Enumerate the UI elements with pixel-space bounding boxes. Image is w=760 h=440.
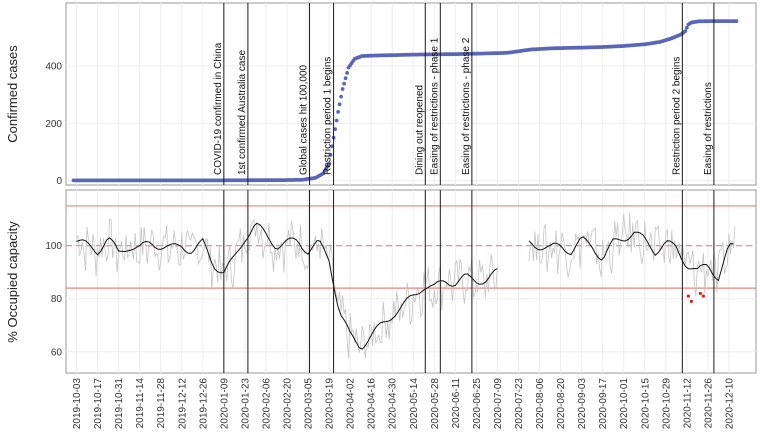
raw-occupancy-line — [76, 217, 498, 359]
x-tick-label: 2020-02-20 — [283, 378, 294, 430]
x-tick-label: 2020-06-11 — [451, 378, 462, 429]
x-tick-label: 2020-05-28 — [430, 378, 441, 430]
top-y-axis-label: Confirmed cases — [5, 45, 20, 143]
bottom-panel-gridlines — [66, 190, 756, 373]
case-point — [339, 94, 343, 99]
x-tick-label: 2020-01-23 — [240, 378, 251, 430]
top-panel-frame — [65, 2, 757, 186]
x-tick-label: 2020-10-15 — [640, 378, 651, 430]
x-tick-label: 2020-05-14 — [409, 378, 420, 430]
x-tick-labels: 2019-10-03 2019-10-17 2019-10-31 2019-11-14… — [72, 378, 735, 430]
x-tick-label: 2020-06-25 — [472, 378, 483, 430]
event-label: COVID-19 confirmed in China — [213, 42, 224, 175]
smoothed-occupancy-layer — [76, 222, 734, 350]
case-point — [345, 71, 349, 75]
x-tick-label: 2020-04-02 — [346, 378, 357, 430]
x-tick-label: 2020-09-03 — [577, 378, 588, 430]
case-point — [337, 102, 342, 107]
raw-occupancy-layer — [76, 213, 736, 359]
case-point — [342, 81, 346, 86]
x-tick-label: 2019-10-17 — [93, 378, 104, 430]
outlier-point — [698, 291, 702, 296]
x-tick-label: 2019-10-03 — [72, 378, 83, 430]
x-tick-label: 2020-08-06 — [535, 378, 546, 430]
case-point — [684, 25, 689, 30]
top-y-tick-label: 200 — [45, 119, 62, 130]
x-tick-label: 2020-07-09 — [493, 378, 504, 430]
x-tick-label: 2019-10-31 — [114, 378, 125, 430]
event-label: Easing of restrictions - phase 2 — [461, 37, 472, 175]
x-tick-label: 2020-12-10 — [724, 378, 735, 430]
smoothed-occupancy-line — [528, 231, 734, 282]
top-y-tick-labels: 0 200 400 — [45, 62, 62, 188]
raw-occupancy-line — [528, 213, 736, 297]
top-y-tick-label: 0 — [56, 176, 62, 187]
x-tick-label: 2020-08-20 — [556, 378, 567, 430]
top-panel-gridlines — [66, 3, 756, 185]
case-point — [336, 110, 340, 114]
case-point — [340, 87, 345, 91]
outlier-point — [686, 294, 690, 298]
outlier-point — [689, 299, 693, 303]
case-point — [327, 161, 331, 166]
bottom-y-tick-labels: 60 80 100 — [45, 241, 62, 358]
event-label: Easing of restrictions - phase 1 — [429, 37, 440, 175]
x-tick-label: 2020-11-12 — [682, 378, 693, 429]
x-tick-label: 2019-11-14 — [135, 378, 146, 429]
x-tick-label: 2020-03-19 — [325, 378, 336, 430]
bottom-y-tick-label: 100 — [45, 241, 62, 252]
case-point — [343, 76, 348, 81]
x-tick-label: 2019-11-28 — [156, 378, 167, 429]
x-tick-label: 2020-04-16 — [367, 378, 378, 430]
x-tick-label: 2020-09-17 — [598, 378, 609, 430]
case-point — [328, 153, 333, 157]
outlier-points-layer — [686, 291, 705, 303]
x-tick-label: 2019-12-12 — [177, 378, 188, 430]
case-point — [334, 118, 339, 123]
event-label: Dining out reopened — [414, 85, 425, 175]
event-label: 1st confirmed Australia case — [237, 50, 248, 175]
top-y-tick-label: 400 — [45, 62, 62, 73]
bottom-y-axis-label: % Occupied capacity — [5, 221, 20, 343]
event-label: Restriction period 1 begins — [323, 57, 334, 175]
x-tick-label: 2020-10-01 — [619, 378, 630, 430]
case-point — [683, 29, 688, 33]
x-tick-label: 2020-11-26 — [703, 378, 714, 429]
x-tick-label: 2020-01-09 — [219, 378, 230, 430]
smoothed-occupancy-line — [76, 222, 498, 350]
outlier-point — [701, 294, 705, 298]
x-tick-label: 2020-10-29 — [661, 378, 672, 430]
event-label: Easing of restrictions — [703, 82, 714, 175]
x-tick-label: 2020-02-06 — [261, 378, 272, 430]
x-tick-label: 2020-03-05 — [304, 378, 315, 430]
confirmed-cases-points-layer — [71, 19, 739, 183]
event-label: Global cases hit 100,000 — [299, 64, 310, 175]
event-lines-layer — [223, 3, 715, 373]
case-point — [333, 127, 337, 131]
bottom-panel-frame — [65, 189, 757, 374]
event-labels-layer: COVID-19 confirmed in China 1st confirmed… — [213, 37, 714, 175]
bottom-y-tick-label: 80 — [51, 294, 63, 305]
x-tick-label: 2019-12-26 — [198, 378, 209, 430]
case-point — [734, 19, 739, 23]
case-point — [330, 144, 334, 149]
x-tick-label: 2020-04-30 — [388, 378, 399, 430]
event-label: Restriction period 2 begins — [671, 57, 682, 175]
bottom-y-tick-label: 60 — [51, 347, 63, 358]
x-tick-label: 2020-07-23 — [514, 378, 525, 430]
